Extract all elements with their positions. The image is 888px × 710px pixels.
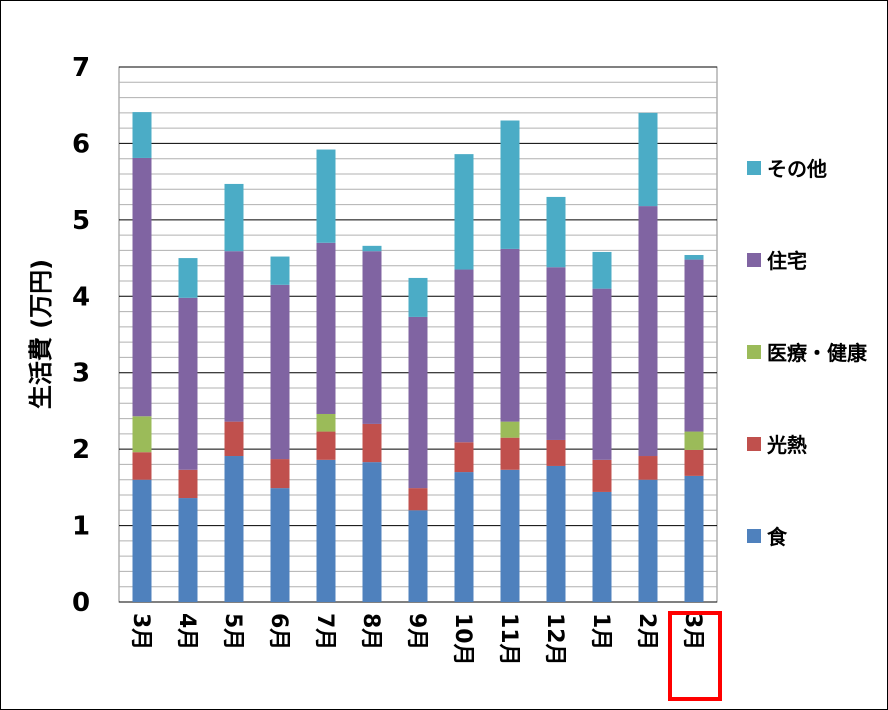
bar-segment-3 <box>408 316 428 489</box>
bar-segment-3 <box>546 267 566 440</box>
bar-segment-2 <box>316 413 336 432</box>
bar-segment-3 <box>454 269 474 443</box>
x-tick-label: 5月 <box>220 613 245 650</box>
y-axis-ticks: 0 1 2 3 4 5 6 7 <box>72 53 90 618</box>
y-tick-label: 4 <box>72 282 90 312</box>
legend-label: 医療・健康 <box>767 341 868 365</box>
bar-segment-0 <box>224 456 244 602</box>
bar-segment-1 <box>224 421 244 457</box>
y-tick-label: 6 <box>72 129 90 159</box>
bar-segment-0 <box>592 491 612 602</box>
bar-segment-0 <box>408 510 428 602</box>
bar-segment-3 <box>638 206 658 457</box>
bar-segment-0 <box>454 472 474 602</box>
bar-segment-4 <box>638 112 658 207</box>
bar-segment-4 <box>500 120 520 249</box>
bar-segment-4 <box>270 256 290 285</box>
legend-swatch <box>747 253 761 267</box>
bar-segment-3 <box>500 248 520 422</box>
bar-segment-0 <box>500 469 520 602</box>
x-tick-label: 10月 <box>450 613 475 666</box>
bar-segment-3 <box>224 251 244 422</box>
bar-segment-0 <box>132 479 152 602</box>
x-tick-label: 3月 <box>680 613 705 650</box>
bar-segment-4 <box>224 183 244 252</box>
bar-segment-0 <box>546 465 566 602</box>
bar-segment-4 <box>408 277 428 317</box>
bar-segment-2 <box>132 416 152 453</box>
bar-segment-0 <box>178 498 198 602</box>
legend-label: その他 <box>767 157 827 181</box>
y-tick-label: 1 <box>72 512 90 542</box>
bar-segment-3 <box>684 259 704 432</box>
bar-segment-1 <box>500 437 520 470</box>
bar-segment-4 <box>592 251 612 289</box>
bar-segment-1 <box>684 449 704 476</box>
x-tick-label: 6月 <box>266 613 291 650</box>
bar-segment-3 <box>316 242 336 414</box>
x-tick-label: 11月 <box>496 613 521 666</box>
bar-segment-1 <box>638 456 658 480</box>
bar-segment-4 <box>132 112 152 158</box>
x-tick-label: 2月 <box>634 613 659 650</box>
legend-label: 住宅 <box>767 249 807 273</box>
bar-segment-4 <box>684 255 704 260</box>
bar-segment-0 <box>362 462 382 602</box>
legend-swatch <box>747 437 761 451</box>
y-tick-label: 3 <box>72 359 90 389</box>
bar-segment-1 <box>592 459 612 492</box>
y-axis-label: 生活費 (万円) <box>27 259 55 409</box>
bar-segment-1 <box>178 469 198 499</box>
x-tick-label: 12月 <box>542 613 567 666</box>
bar-segment-4 <box>454 154 474 270</box>
legend-swatch <box>747 161 761 175</box>
bar-segment-1 <box>408 488 428 511</box>
highlight-box <box>668 611 722 701</box>
bar-segment-1 <box>362 423 382 463</box>
bar-segment-4 <box>546 196 566 268</box>
bar-segment-3 <box>592 288 612 460</box>
y-tick-label: 7 <box>72 53 90 83</box>
bar-segment-0 <box>638 479 658 602</box>
bar-segment-2 <box>684 431 704 450</box>
legend-swatch <box>747 529 761 543</box>
bar-segment-0 <box>316 459 336 602</box>
bar-segment-0 <box>270 488 290 602</box>
x-tick-label: 9月 <box>404 613 429 650</box>
legend-label: 光熱 <box>766 433 807 457</box>
y-tick-label: 5 <box>72 206 90 236</box>
bar-segment-4 <box>178 258 198 298</box>
bar-segment-3 <box>178 297 198 470</box>
bar-segment-4 <box>316 149 336 243</box>
bar-segment-2 <box>500 421 520 438</box>
bar-segment-3 <box>132 157 152 417</box>
bar-segment-4 <box>362 245 382 252</box>
bars <box>132 112 704 602</box>
x-axis-ticks: 3月 4月 5月 6月 7月 8月 9月 10月 11月 12月 1月 2月 3月 <box>128 611 722 701</box>
bar-segment-1 <box>270 459 290 489</box>
x-tick-label: 1月 <box>588 613 613 650</box>
bar-segment-1 <box>316 431 336 460</box>
bar-segment-0 <box>684 475 704 602</box>
legend-swatch <box>747 345 761 359</box>
bar-segment-3 <box>362 251 382 424</box>
x-tick-label: 8月 <box>358 613 383 650</box>
x-tick-label: 7月 <box>312 613 337 650</box>
bar-segment-1 <box>454 442 474 473</box>
y-tick-label: 2 <box>72 435 90 465</box>
legend-label: 食 <box>767 525 788 549</box>
bar-segment-1 <box>132 452 152 480</box>
y-tick-label: 0 <box>72 588 90 618</box>
x-tick-label: 3月 <box>128 613 153 650</box>
x-tick-label: 4月 <box>174 613 199 650</box>
bar-segment-3 <box>270 284 290 460</box>
bar-segment-1 <box>546 439 566 466</box>
